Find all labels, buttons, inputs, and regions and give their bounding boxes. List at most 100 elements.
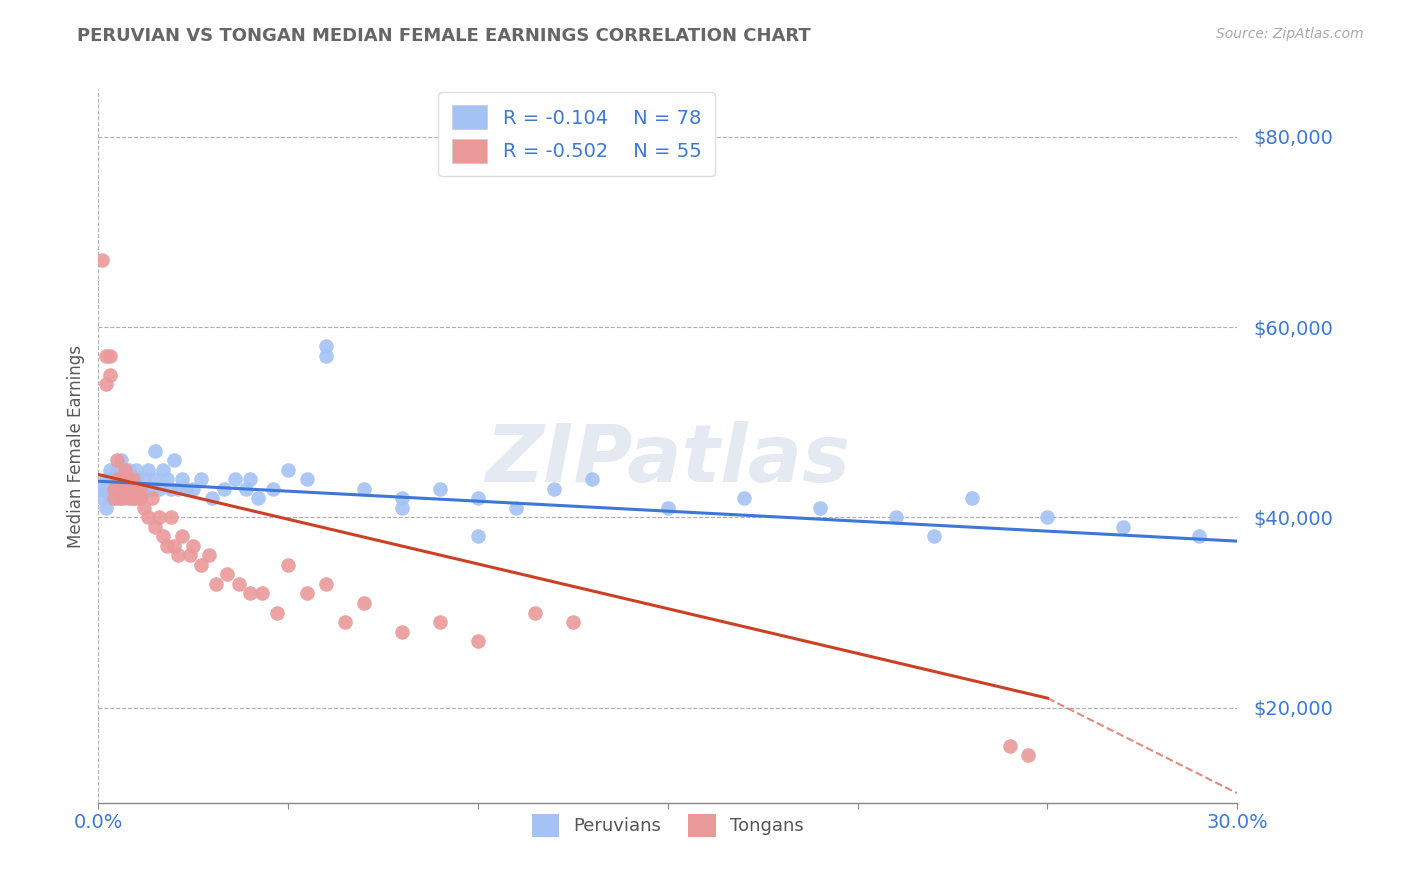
Point (118, 491, 141, 506)
Point (1036, 510, 1059, 524)
Point (98, 491, 121, 506)
Point (136, 463, 159, 477)
Point (884, 510, 907, 524)
Point (148, 482, 170, 496)
Point (107, 463, 129, 477)
Point (277, 463, 299, 477)
Point (91, 482, 114, 496)
Point (94, 500, 117, 515)
Point (183, 539, 205, 553)
Point (136, 482, 159, 496)
Legend: Peruvians, Tongans: Peruvians, Tongans (524, 807, 811, 844)
Point (156, 539, 179, 553)
Point (159, 482, 181, 496)
Point (217, 567, 239, 582)
Point (152, 463, 174, 477)
Point (205, 577, 228, 591)
Point (922, 529, 945, 543)
Point (121, 472, 143, 486)
Point (114, 482, 136, 496)
Point (94, 472, 117, 486)
Text: Source: ZipAtlas.com: Source: ZipAtlas.com (1216, 27, 1364, 41)
Point (170, 529, 193, 543)
Point (94, 349, 117, 363)
Point (201, 491, 224, 506)
Point (107, 491, 129, 506)
Point (114, 463, 136, 477)
Point (391, 491, 413, 506)
Point (121, 472, 143, 486)
Point (174, 482, 197, 496)
Point (125, 472, 148, 486)
Point (148, 510, 170, 524)
Point (141, 491, 163, 506)
Point (250, 586, 273, 600)
Point (163, 539, 186, 553)
Point (98, 482, 121, 496)
Point (110, 453, 132, 467)
Point (145, 472, 167, 486)
Point (145, 443, 167, 458)
Point (262, 482, 284, 496)
Point (960, 491, 983, 506)
Point (110, 491, 132, 506)
Point (125, 482, 148, 496)
Point (391, 500, 413, 515)
Point (103, 482, 125, 496)
Point (562, 615, 585, 629)
Point (118, 482, 141, 496)
Point (118, 482, 141, 496)
Point (212, 482, 235, 496)
Point (297, 586, 319, 600)
Point (125, 463, 148, 477)
Point (998, 739, 1021, 753)
Point (467, 491, 489, 506)
Point (114, 482, 136, 496)
Point (1112, 520, 1135, 534)
Point (179, 549, 201, 563)
Point (114, 491, 136, 506)
Text: ZIPatlas: ZIPatlas (485, 421, 851, 500)
Point (103, 482, 125, 496)
Point (239, 586, 262, 600)
Point (353, 482, 375, 496)
Point (103, 491, 125, 506)
Point (159, 510, 181, 524)
Point (152, 529, 174, 543)
Point (808, 500, 831, 515)
Point (467, 529, 489, 543)
Point (297, 472, 319, 486)
Point (132, 482, 155, 496)
Point (163, 453, 186, 467)
Point (145, 520, 167, 534)
Point (91, 253, 114, 268)
Point (467, 634, 489, 648)
Point (98, 472, 121, 486)
Point (1188, 529, 1211, 543)
Point (107, 482, 129, 496)
Point (125, 491, 148, 506)
Point (103, 491, 125, 506)
Text: PERUVIAN VS TONGAN MEDIAN FEMALE EARNINGS CORRELATION CHART: PERUVIAN VS TONGAN MEDIAN FEMALE EARNING… (77, 27, 811, 45)
Point (129, 482, 152, 496)
Point (235, 482, 257, 496)
Point (429, 615, 451, 629)
Point (1018, 748, 1040, 763)
Point (353, 596, 375, 610)
Point (107, 453, 129, 467)
Point (125, 482, 148, 496)
Point (581, 472, 603, 486)
Point (190, 472, 212, 486)
Point (107, 472, 129, 486)
Point (132, 472, 155, 486)
Point (190, 558, 212, 572)
Point (167, 549, 190, 563)
Point (277, 558, 299, 572)
Point (657, 500, 679, 515)
Point (129, 491, 152, 506)
Point (132, 500, 155, 515)
Point (733, 491, 755, 506)
Point (524, 606, 547, 620)
Point (335, 615, 357, 629)
Point (91, 491, 114, 506)
